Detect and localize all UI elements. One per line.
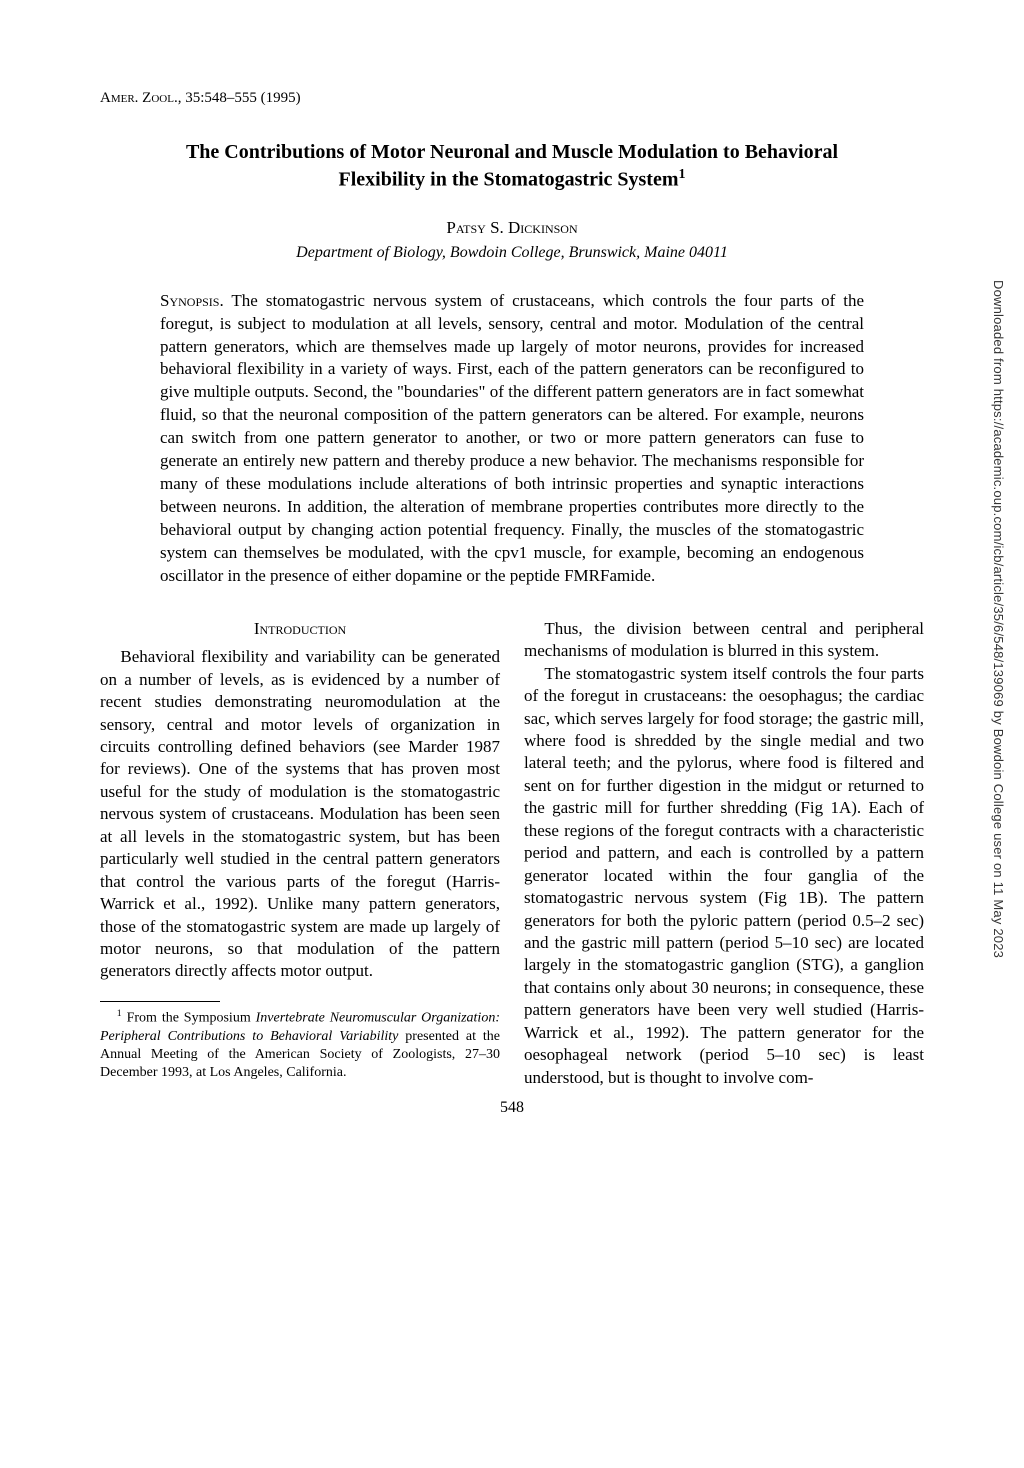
affiliation: Department of Biology, Bowdoin College, … (100, 244, 924, 262)
intro-paragraph-1: Behavioral flexibility and variability c… (100, 646, 500, 983)
journal-abbrev: Amer. Zool. (100, 90, 178, 106)
right-paragraph-1: Thus, the division between central and p… (524, 618, 924, 663)
journal-reference: Amer. Zool., 35:548–555 (1995) (100, 90, 924, 107)
download-watermark: Downloaded from https://academic.oup.com… (991, 280, 1006, 958)
footnote: 1 From the Symposium Invertebrate Neurom… (100, 1008, 500, 1082)
left-column: Introduction Behavioral flexibility and … (100, 618, 500, 1089)
page-number: 548 (100, 1099, 924, 1117)
synopsis-label: Synopsis. (160, 291, 224, 310)
author-line: Patsy S. Dickinson (100, 218, 924, 238)
article-title: The Contributions of Motor Neuronal and … (160, 139, 864, 194)
body-columns: Introduction Behavioral flexibility and … (100, 618, 924, 1089)
author-name: Patsy S. Dickinson (446, 218, 577, 237)
footnote-text-a: From the Symposium (122, 1011, 256, 1026)
title-footnote-mark: 1 (678, 167, 685, 182)
title-text: The Contributions of Motor Neuronal and … (186, 141, 838, 191)
journal-citation: , 35:548–555 (1995) (178, 90, 301, 106)
right-column: Thus, the division between central and p… (524, 618, 924, 1089)
footnote-rule (100, 1001, 220, 1002)
synopsis-body: The stomatogastric nervous system of cru… (160, 291, 864, 585)
section-heading-introduction: Introduction (100, 618, 500, 640)
right-paragraph-2: The stomatogastric system itself control… (524, 663, 924, 1089)
synopsis: Synopsis. The stomatogastric nervous sys… (160, 290, 864, 588)
page-container: Amer. Zool., 35:548–555 (1995) The Contr… (0, 0, 1024, 1177)
